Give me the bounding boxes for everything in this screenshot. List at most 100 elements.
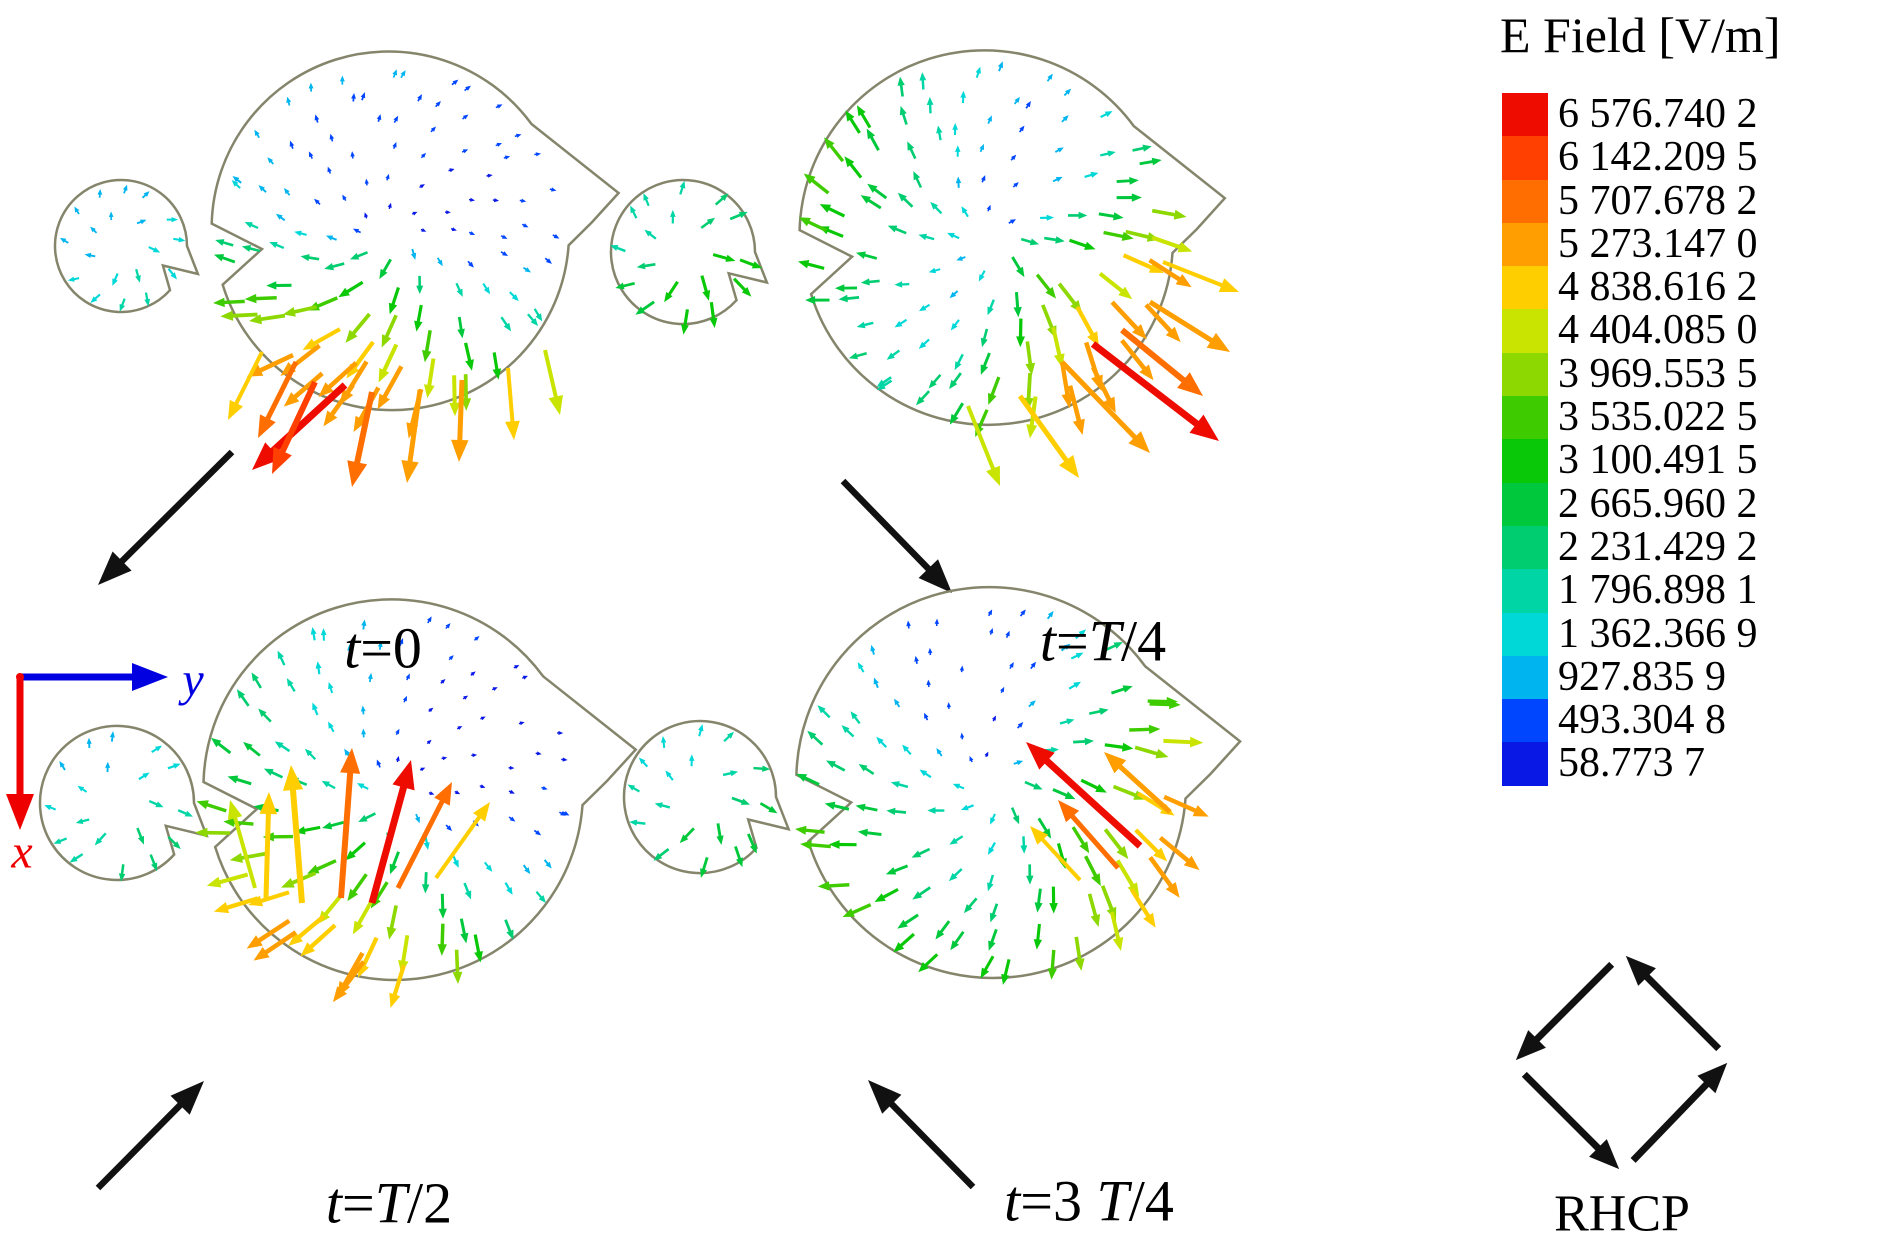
- field-arrow: [244, 293, 277, 304]
- field-arrow: [400, 70, 406, 79]
- field-arrow: [428, 791, 435, 795]
- field-arrow: [345, 312, 371, 343]
- peak-arrow: [1090, 341, 1219, 441]
- field-arrow: [1024, 780, 1043, 790]
- field-arrow: [549, 187, 557, 192]
- polarization-indicator-arrow-t14: [840, 478, 952, 593]
- field-arrow: [949, 402, 965, 425]
- field-arrow: [167, 268, 177, 280]
- field-arrow: [963, 897, 978, 914]
- field-arrow: [462, 114, 469, 120]
- field-arrow: [644, 229, 657, 240]
- field-arrow: [989, 903, 999, 923]
- field-arrow: [893, 932, 916, 953]
- field-arrow: [267, 157, 274, 165]
- field-arrow: [211, 737, 232, 755]
- field-arrow: [850, 711, 861, 725]
- field-arrow: [610, 245, 626, 253]
- field-arrow: [112, 273, 119, 286]
- field-arrow: [324, 262, 345, 271]
- colorbar-band: [1502, 136, 1548, 180]
- field-arrow: [1034, 888, 1043, 913]
- field-arrow: [90, 226, 98, 234]
- field-arrow: [1103, 230, 1134, 241]
- field-arrow: [980, 328, 989, 348]
- field-arrow: [294, 230, 307, 237]
- field-arrow: [838, 294, 860, 303]
- field-arrow: [69, 853, 84, 863]
- peak-arrow: [1058, 800, 1120, 870]
- field-arrow: [1132, 144, 1152, 152]
- field-arrow: [858, 763, 875, 776]
- peak-arrow: [1148, 299, 1230, 352]
- field-arrow: [557, 730, 564, 735]
- peak-arrow: [451, 379, 469, 462]
- field-arrow: [876, 736, 888, 748]
- field-arrow: [463, 882, 472, 900]
- field-arrow: [819, 204, 846, 218]
- field-arrow: [364, 178, 369, 186]
- legend-value: 4 838.616 2: [1558, 264, 1758, 311]
- peak-arrow: [1026, 742, 1143, 849]
- field-arrow: [1074, 936, 1085, 971]
- field-arrow: [337, 951, 365, 998]
- field-arrow: [395, 728, 400, 736]
- field-arrow: [533, 829, 542, 836]
- field-arrow: [167, 763, 181, 770]
- field-arrow: [286, 96, 292, 106]
- field-arrow: [700, 275, 711, 301]
- field-arrow: [377, 641, 383, 650]
- rhcp-arrow-right-to-top: [1625, 955, 1722, 1052]
- field-arrow: [86, 737, 92, 748]
- field-arrow: [911, 847, 931, 858]
- field-arrow: [321, 780, 336, 790]
- parasitic-outline-t14: [609, 178, 769, 326]
- colorbar-band: [1502, 352, 1548, 397]
- field-arrow: [300, 254, 320, 262]
- field-arrow: [398, 638, 404, 646]
- field-arrow: [716, 823, 724, 845]
- field-arrow: [492, 198, 499, 203]
- peak-arrow: [505, 367, 520, 440]
- subplot-t14: [609, 49, 1239, 593]
- peak-arrow: [1162, 260, 1239, 292]
- legend-value: 4 404.085 0: [1558, 307, 1758, 354]
- field-arrow: [722, 770, 739, 777]
- field-arrow: [1122, 253, 1164, 274]
- field-arrow: [975, 66, 981, 78]
- field-arrow: [992, 715, 996, 722]
- rhcp-arrow-top-to-left: [1515, 961, 1615, 1061]
- parasitic-arrows-t14: [610, 180, 763, 335]
- field-arrow: [377, 365, 404, 410]
- parasitic-outline-t0: [53, 178, 200, 314]
- field-arrow: [1049, 886, 1058, 914]
- field-arrow: [984, 751, 989, 758]
- field-arrow: [1087, 893, 1101, 927]
- peak-arrows-t0: [228, 349, 563, 487]
- field-arrow: [817, 881, 850, 891]
- peak-arrow: [434, 802, 490, 880]
- field-arrow: [318, 361, 358, 397]
- field-arrow: [1044, 236, 1065, 244]
- subplot-label-t-quarter: t=T/4: [1039, 608, 1167, 674]
- field-arrow: [535, 890, 546, 903]
- field-arrow: [232, 176, 242, 184]
- field-arrow: [376, 759, 382, 768]
- field-arrow: [315, 661, 322, 675]
- field-arrow: [461, 149, 469, 154]
- field-arrow: [759, 802, 778, 814]
- field-arrow: [468, 231, 476, 235]
- polarization-indicator-arrow-t12: [95, 1081, 204, 1191]
- field-arrow: [987, 874, 995, 892]
- field-arrow: [323, 383, 355, 427]
- rhcp-arrow-left-to-bottom: [1521, 1071, 1620, 1170]
- field-arrow: [886, 807, 907, 816]
- field-arrow: [420, 228, 427, 232]
- field-arrow: [1098, 212, 1124, 221]
- field-arrow: [482, 283, 491, 295]
- field-arrow: [231, 180, 241, 189]
- subplot-label-t-half: t=T/2: [325, 1170, 453, 1236]
- field-arrow: [969, 755, 974, 763]
- field-arrow: [251, 672, 262, 689]
- field-arrow: [74, 206, 80, 215]
